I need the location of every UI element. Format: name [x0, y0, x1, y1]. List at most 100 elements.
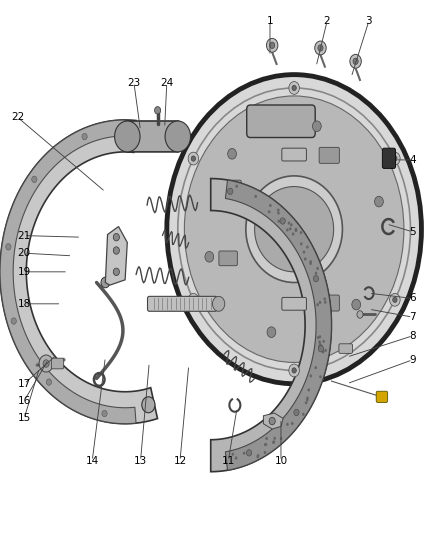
- Circle shape: [316, 336, 319, 339]
- Circle shape: [314, 272, 317, 275]
- Circle shape: [102, 410, 107, 417]
- Circle shape: [256, 454, 259, 457]
- Circle shape: [290, 223, 292, 227]
- Text: 7: 7: [408, 312, 415, 322]
- Polygon shape: [263, 413, 283, 429]
- Circle shape: [324, 349, 326, 352]
- Text: 16: 16: [18, 396, 31, 406]
- Circle shape: [349, 54, 360, 68]
- Circle shape: [268, 417, 275, 425]
- Circle shape: [101, 277, 110, 288]
- Text: 11: 11: [221, 456, 234, 466]
- Text: 20: 20: [18, 248, 31, 258]
- Circle shape: [242, 451, 245, 455]
- Circle shape: [294, 229, 297, 232]
- FancyBboxPatch shape: [338, 344, 352, 353]
- Circle shape: [212, 296, 224, 311]
- Circle shape: [273, 437, 276, 440]
- Text: 24: 24: [160, 78, 173, 87]
- Circle shape: [39, 355, 53, 372]
- FancyBboxPatch shape: [381, 148, 395, 168]
- Polygon shape: [210, 179, 331, 472]
- FancyBboxPatch shape: [246, 105, 314, 138]
- Circle shape: [318, 341, 320, 344]
- Text: 14: 14: [85, 456, 99, 466]
- Circle shape: [191, 297, 195, 303]
- Text: 17: 17: [18, 379, 31, 389]
- Circle shape: [165, 121, 190, 152]
- Circle shape: [114, 121, 140, 152]
- Circle shape: [392, 156, 396, 161]
- Circle shape: [141, 397, 155, 413]
- Circle shape: [166, 75, 420, 384]
- Circle shape: [301, 413, 304, 416]
- Circle shape: [313, 276, 318, 282]
- Text: 12: 12: [173, 456, 186, 466]
- FancyBboxPatch shape: [147, 296, 216, 311]
- Text: 3: 3: [364, 17, 371, 26]
- Circle shape: [288, 227, 291, 230]
- Circle shape: [227, 188, 232, 195]
- Circle shape: [11, 318, 16, 324]
- Circle shape: [315, 267, 318, 270]
- Circle shape: [291, 232, 294, 236]
- Circle shape: [302, 251, 304, 254]
- Text: 21: 21: [18, 231, 31, 240]
- Circle shape: [43, 360, 49, 367]
- Circle shape: [317, 345, 320, 348]
- Circle shape: [272, 440, 275, 443]
- Circle shape: [246, 450, 251, 456]
- Circle shape: [188, 294, 198, 306]
- Circle shape: [32, 176, 37, 182]
- Circle shape: [318, 301, 321, 304]
- Circle shape: [263, 443, 266, 446]
- Circle shape: [321, 340, 324, 343]
- Circle shape: [272, 441, 274, 444]
- FancyBboxPatch shape: [375, 391, 387, 402]
- Circle shape: [188, 152, 198, 165]
- Circle shape: [279, 423, 282, 426]
- Circle shape: [256, 455, 258, 458]
- Text: 10: 10: [274, 456, 287, 466]
- Text: 9: 9: [408, 355, 415, 365]
- Circle shape: [263, 451, 266, 454]
- Circle shape: [352, 58, 357, 64]
- Circle shape: [319, 344, 322, 348]
- Circle shape: [234, 456, 237, 459]
- Circle shape: [276, 208, 279, 212]
- Circle shape: [286, 228, 288, 231]
- FancyBboxPatch shape: [281, 297, 306, 310]
- Circle shape: [308, 262, 311, 265]
- Circle shape: [235, 184, 237, 188]
- Circle shape: [392, 297, 396, 303]
- Polygon shape: [0, 120, 157, 424]
- Ellipse shape: [245, 176, 342, 282]
- Circle shape: [316, 303, 318, 306]
- Circle shape: [356, 311, 362, 318]
- Circle shape: [307, 389, 309, 392]
- Circle shape: [254, 195, 257, 198]
- Text: 23: 23: [127, 78, 140, 87]
- Text: 15: 15: [18, 414, 31, 423]
- Circle shape: [276, 212, 279, 215]
- Circle shape: [318, 343, 321, 346]
- Polygon shape: [225, 180, 331, 470]
- Circle shape: [113, 233, 119, 241]
- Circle shape: [227, 149, 236, 159]
- FancyBboxPatch shape: [318, 295, 339, 311]
- Circle shape: [305, 398, 308, 401]
- Circle shape: [264, 443, 267, 446]
- Circle shape: [389, 152, 399, 165]
- Circle shape: [288, 364, 299, 377]
- FancyBboxPatch shape: [219, 251, 237, 266]
- Circle shape: [286, 423, 288, 426]
- Circle shape: [267, 210, 270, 213]
- Circle shape: [277, 220, 279, 223]
- Circle shape: [290, 422, 293, 425]
- Circle shape: [191, 156, 195, 161]
- Text: 18: 18: [18, 299, 31, 309]
- Text: 22: 22: [11, 112, 24, 122]
- Circle shape: [291, 368, 296, 373]
- Circle shape: [312, 121, 321, 132]
- Circle shape: [293, 409, 298, 416]
